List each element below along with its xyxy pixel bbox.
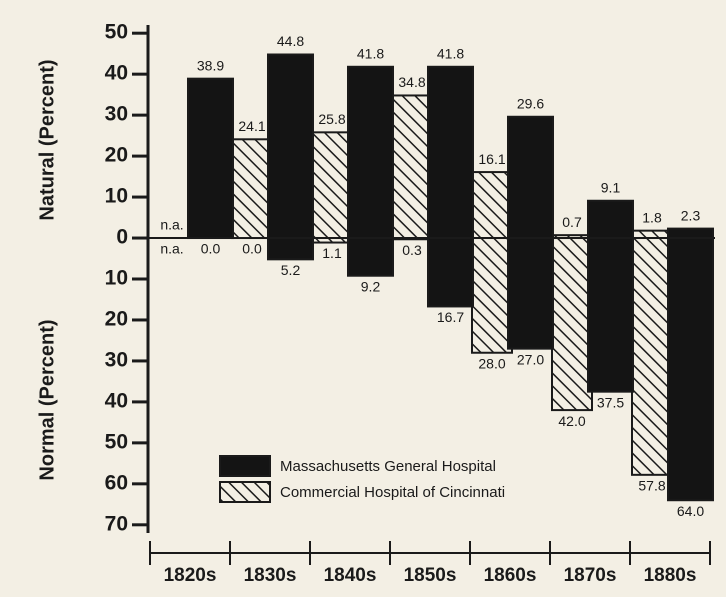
y-tick-label: 10: [105, 185, 128, 208]
value-label: 16.1: [478, 151, 505, 167]
value-label: 37.5: [597, 394, 624, 410]
x-tick-label: 1840s: [324, 565, 377, 586]
x-tick-label: 1880s: [644, 565, 697, 586]
value-label: 38.9: [197, 57, 224, 73]
value-label: 27.0: [517, 351, 544, 367]
bar-normal: [267, 237, 314, 261]
bar-natural: [187, 77, 234, 240]
bar-normal: [311, 237, 353, 244]
bar-natural: [231, 138, 273, 240]
x-tick-label: 1860s: [484, 565, 537, 586]
value-label: 64.0: [677, 503, 704, 519]
bar-normal: [631, 237, 673, 476]
value-label: 34.8: [398, 74, 425, 90]
value-label: n.a.: [160, 217, 183, 233]
y-tick-label: 30: [105, 103, 128, 126]
bar-normal: [471, 237, 513, 354]
bar-natural: [631, 229, 673, 240]
y-tick-label: 0: [116, 226, 128, 249]
value-label: 0.7: [562, 214, 582, 230]
x-tick-label: 1870s: [564, 565, 617, 586]
x-tick-label: 1830s: [244, 565, 297, 586]
value-label: 9.1: [601, 179, 621, 195]
y-tick-label: 50: [105, 430, 128, 453]
value-label: 2.3: [681, 207, 701, 223]
value-label: 57.8: [638, 478, 665, 494]
bar-normal: [551, 237, 593, 412]
y-tick-label: 70: [105, 512, 128, 535]
value-label: 0.0: [201, 241, 221, 257]
value-label: 29.6: [517, 95, 544, 111]
value-label: 0.0: [242, 241, 262, 257]
x-tick-label: 1850s: [404, 565, 457, 586]
value-label: 16.7: [437, 309, 464, 325]
y-tick-label: 40: [105, 62, 128, 85]
bar-normal: [347, 237, 394, 277]
bar-natural: [347, 65, 394, 240]
bar-normal: [391, 237, 433, 241]
bar-natural: [471, 171, 513, 240]
bar-natural: [507, 115, 554, 240]
value-label: 9.2: [361, 278, 381, 294]
value-label: 24.1: [238, 118, 265, 134]
y-axis-title-top: Natural (Percent): [36, 59, 58, 220]
value-label: 41.8: [357, 45, 384, 61]
y-tick-label: 50: [105, 21, 128, 44]
bar-natural: [427, 65, 474, 240]
legend-label: Massachusetts General Hospital: [280, 458, 496, 475]
bar-natural: [667, 227, 714, 240]
y-tick-label: 30: [105, 348, 128, 371]
legend-label: Commercial Hospital of Cincinnati: [280, 484, 505, 501]
y-tick-label: 20: [105, 308, 128, 331]
bar-natural: [311, 131, 353, 240]
y-tick-label: 60: [105, 471, 128, 494]
value-label: 28.0: [478, 355, 505, 371]
bar-normal: [507, 237, 554, 350]
value-label: 1.8: [642, 209, 662, 225]
value-label: 41.8: [437, 45, 464, 61]
bar-normal: [427, 237, 474, 308]
value-label: 42.0: [558, 413, 585, 429]
x-tick-label: 1820s: [164, 565, 217, 586]
legend-swatch: [219, 455, 271, 477]
y-tick-label: 20: [105, 144, 128, 167]
value-label: 25.8: [318, 111, 345, 127]
value-label: 1.1: [322, 245, 342, 261]
bar-normal: [587, 237, 634, 393]
legend-swatch: [219, 481, 271, 503]
value-label: 44.8: [277, 33, 304, 49]
value-label: n.a.: [160, 241, 183, 257]
bar-natural: [267, 53, 314, 240]
y-tick-label: 40: [105, 389, 128, 412]
bar-natural: [587, 199, 634, 240]
bar-normal: [667, 237, 714, 502]
y-axis-title-bottom: Normal (Percent): [36, 319, 58, 480]
value-label: 5.2: [281, 262, 301, 278]
y-tick-label: 10: [105, 267, 128, 290]
bar-natural: [391, 94, 433, 240]
value-label: 0.3: [402, 242, 422, 258]
